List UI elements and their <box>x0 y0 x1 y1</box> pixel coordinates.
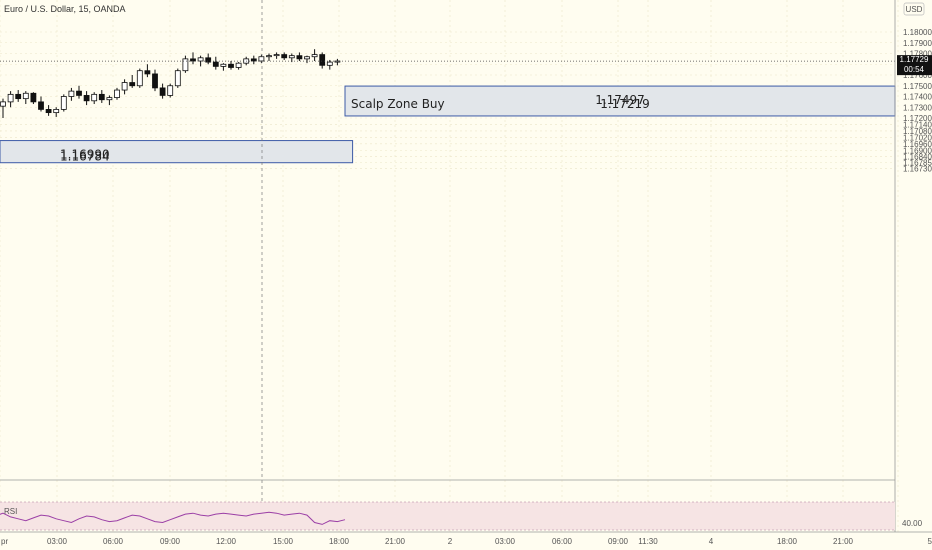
candle-body <box>182 58 189 72</box>
price-countdown: 00:54 <box>904 65 925 74</box>
time-tick-label: 18:00 <box>777 537 798 546</box>
price-tick-label: 1.17500 <box>903 82 932 91</box>
candle-body <box>7 93 14 103</box>
price-tick-label: 1.17800 <box>903 50 932 59</box>
candle-body <box>273 54 280 57</box>
price-tick-label: 1.17600 <box>903 71 932 80</box>
price-tick-label: 1.16785 <box>903 159 932 168</box>
time-tick-label: 12:00 <box>216 537 237 546</box>
price-tick-label: 1.17020 <box>903 133 932 142</box>
time-tick-label: 06:00 <box>103 537 124 546</box>
candle-body <box>129 82 136 87</box>
price-tick-label: 1.17900 <box>903 39 932 48</box>
rsi-line <box>0 511 346 525</box>
time-tick-label: 2 <box>448 537 453 546</box>
candle-body <box>258 56 265 62</box>
candle-body <box>15 93 22 100</box>
candlestick-series <box>0 49 341 118</box>
candle-body <box>304 56 310 60</box>
price-zone-box[interactable] <box>0 140 354 164</box>
candle-body <box>228 63 234 68</box>
candle-body <box>220 63 227 67</box>
candle-body <box>205 57 212 63</box>
candle-body <box>334 60 341 63</box>
candle-body <box>144 70 151 75</box>
candle-body <box>326 61 333 66</box>
zone-title: Scalp Zone Buy <box>351 97 445 111</box>
time-tick-label: 21:00 <box>833 537 854 546</box>
candle-body <box>281 54 288 59</box>
candle-body <box>212 61 219 67</box>
candle-body <box>174 70 181 87</box>
zone-bottom-label: 1.16784 <box>60 150 110 164</box>
candle-body <box>38 101 44 110</box>
candle-body <box>121 82 128 91</box>
time-tick-label: 03:00 <box>47 537 68 546</box>
candle-body <box>45 109 52 114</box>
candle-body <box>159 87 166 96</box>
price-tick-label: 1.17200 <box>903 114 932 123</box>
time-tick-label: 4 <box>709 537 714 546</box>
price-tick-label: 1.17080 <box>903 127 932 136</box>
zone-bottom-label: 1.17219 <box>600 97 650 111</box>
price-tick-label: 1.16960 <box>903 140 932 149</box>
price-tick-label: 1.17300 <box>903 103 932 112</box>
candle-body <box>68 90 75 97</box>
candle-body <box>235 62 242 68</box>
candle-body <box>98 93 105 101</box>
price-axis[interactable]: 1.180001.179001.178001.177001.176001.175… <box>903 28 932 174</box>
time-tick-label: 5 <box>928 537 932 546</box>
price-tick-label: 1.17400 <box>903 93 932 102</box>
time-axis[interactable]: pr 03:00 06:00 09:00 12:00 15:00 18:00 21:00 2 03… <box>1 537 932 546</box>
candle-body <box>266 55 272 58</box>
symbol-header[interactable]: Euro / U.S. Dollar, 15, OANDA <box>4 4 126 14</box>
price-tick-label: 1.17140 <box>903 120 932 129</box>
candle-body <box>152 73 158 89</box>
candle-body <box>136 70 143 87</box>
candle-body <box>0 101 6 107</box>
zone-top-label: 1.16990 <box>60 148 110 162</box>
candle-body <box>190 58 196 62</box>
time-tick-label: 06:00 <box>552 537 573 546</box>
time-tick-label: 21:00 <box>385 537 406 546</box>
candle-body <box>60 96 67 110</box>
price-tick-label: 1.16840 <box>903 153 932 162</box>
currency-badge[interactable]: USD <box>903 2 925 16</box>
time-tick-label: 09:00 <box>160 537 181 546</box>
candle-body <box>114 89 120 98</box>
rsi-band <box>0 502 895 530</box>
price-tick-label: 1.16730 <box>903 165 932 174</box>
price-tick-label: 1.16900 <box>903 146 932 155</box>
rsi-label: RSI <box>4 507 17 516</box>
candle-body <box>91 93 98 102</box>
candle-body <box>53 109 60 114</box>
price-tick-label: 1.18000 <box>903 28 932 37</box>
time-tick-label: pr <box>1 537 8 546</box>
candle-body <box>167 85 174 96</box>
candle-body <box>319 54 326 66</box>
time-tick-label: 11:30 <box>638 537 658 546</box>
time-tick-label: 09:00 <box>608 537 629 546</box>
candle-body <box>296 55 303 60</box>
current-price-tag: 1.17729 00:54 <box>897 55 932 76</box>
time-tick-label: 18:00 <box>329 537 350 546</box>
candle-body <box>83 95 90 102</box>
candle-body <box>197 57 204 62</box>
candle-body <box>30 92 37 103</box>
candle-body <box>76 90 82 96</box>
zone-top-label: 1.17497 <box>595 93 645 107</box>
candle-body <box>250 58 257 62</box>
currency-label: USD <box>906 5 923 14</box>
candle-body <box>22 92 29 100</box>
time-tick-label: 03:00 <box>495 537 516 546</box>
rsi-scale-label: 40.00 <box>902 519 923 528</box>
candle-body <box>311 54 318 58</box>
candle-body <box>288 55 295 59</box>
candle-body <box>106 97 113 101</box>
time-tick-label: 15:00 <box>273 537 294 546</box>
current-price-value: 1.17729 <box>900 55 929 64</box>
